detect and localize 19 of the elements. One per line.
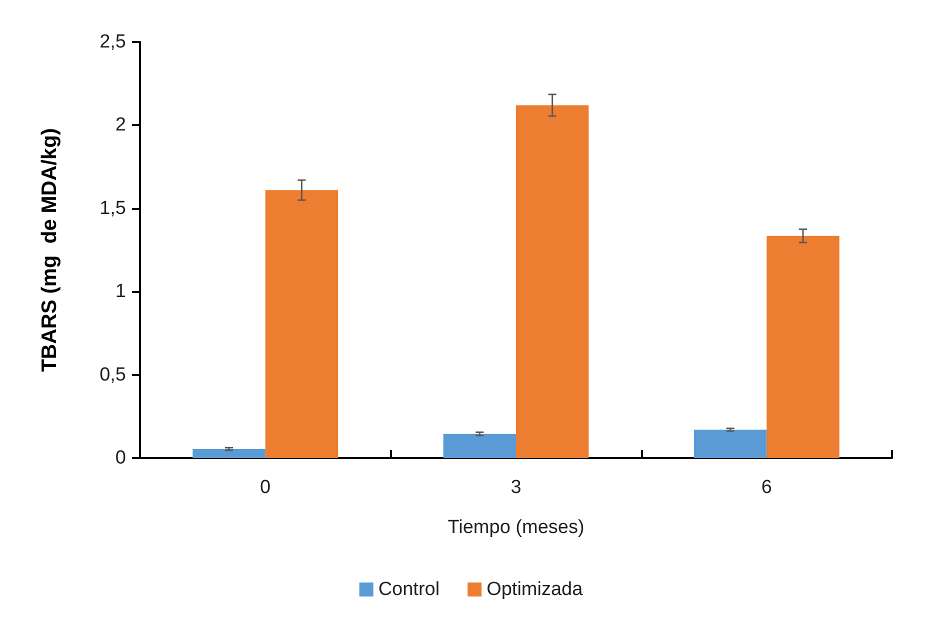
y-tick-label: 0: [115, 448, 126, 468]
bar: [516, 105, 589, 458]
bar: [766, 236, 840, 458]
x-tick-label: 6: [761, 477, 772, 498]
legend-label: Optimizada: [486, 579, 584, 600]
x-tick-label: 3: [510, 477, 522, 498]
bar: [265, 190, 338, 458]
y-tick-label: 2: [115, 114, 126, 136]
y-axis-title: TBARS (mg de MDA/kg): [38, 128, 61, 372]
y-tick-label: 1,5: [100, 198, 126, 219]
y-tick-label: 1: [115, 281, 126, 302]
x-axis-title: Tiempo (meses): [448, 517, 584, 538]
bar: [443, 434, 516, 458]
y-tick-label: 0,5: [100, 364, 126, 386]
y-tick-label: 2,5: [100, 32, 126, 52]
bar: [694, 430, 767, 458]
bar: [192, 449, 266, 458]
legend-label: Control: [378, 579, 440, 600]
x-tick-label: 0: [260, 477, 271, 498]
